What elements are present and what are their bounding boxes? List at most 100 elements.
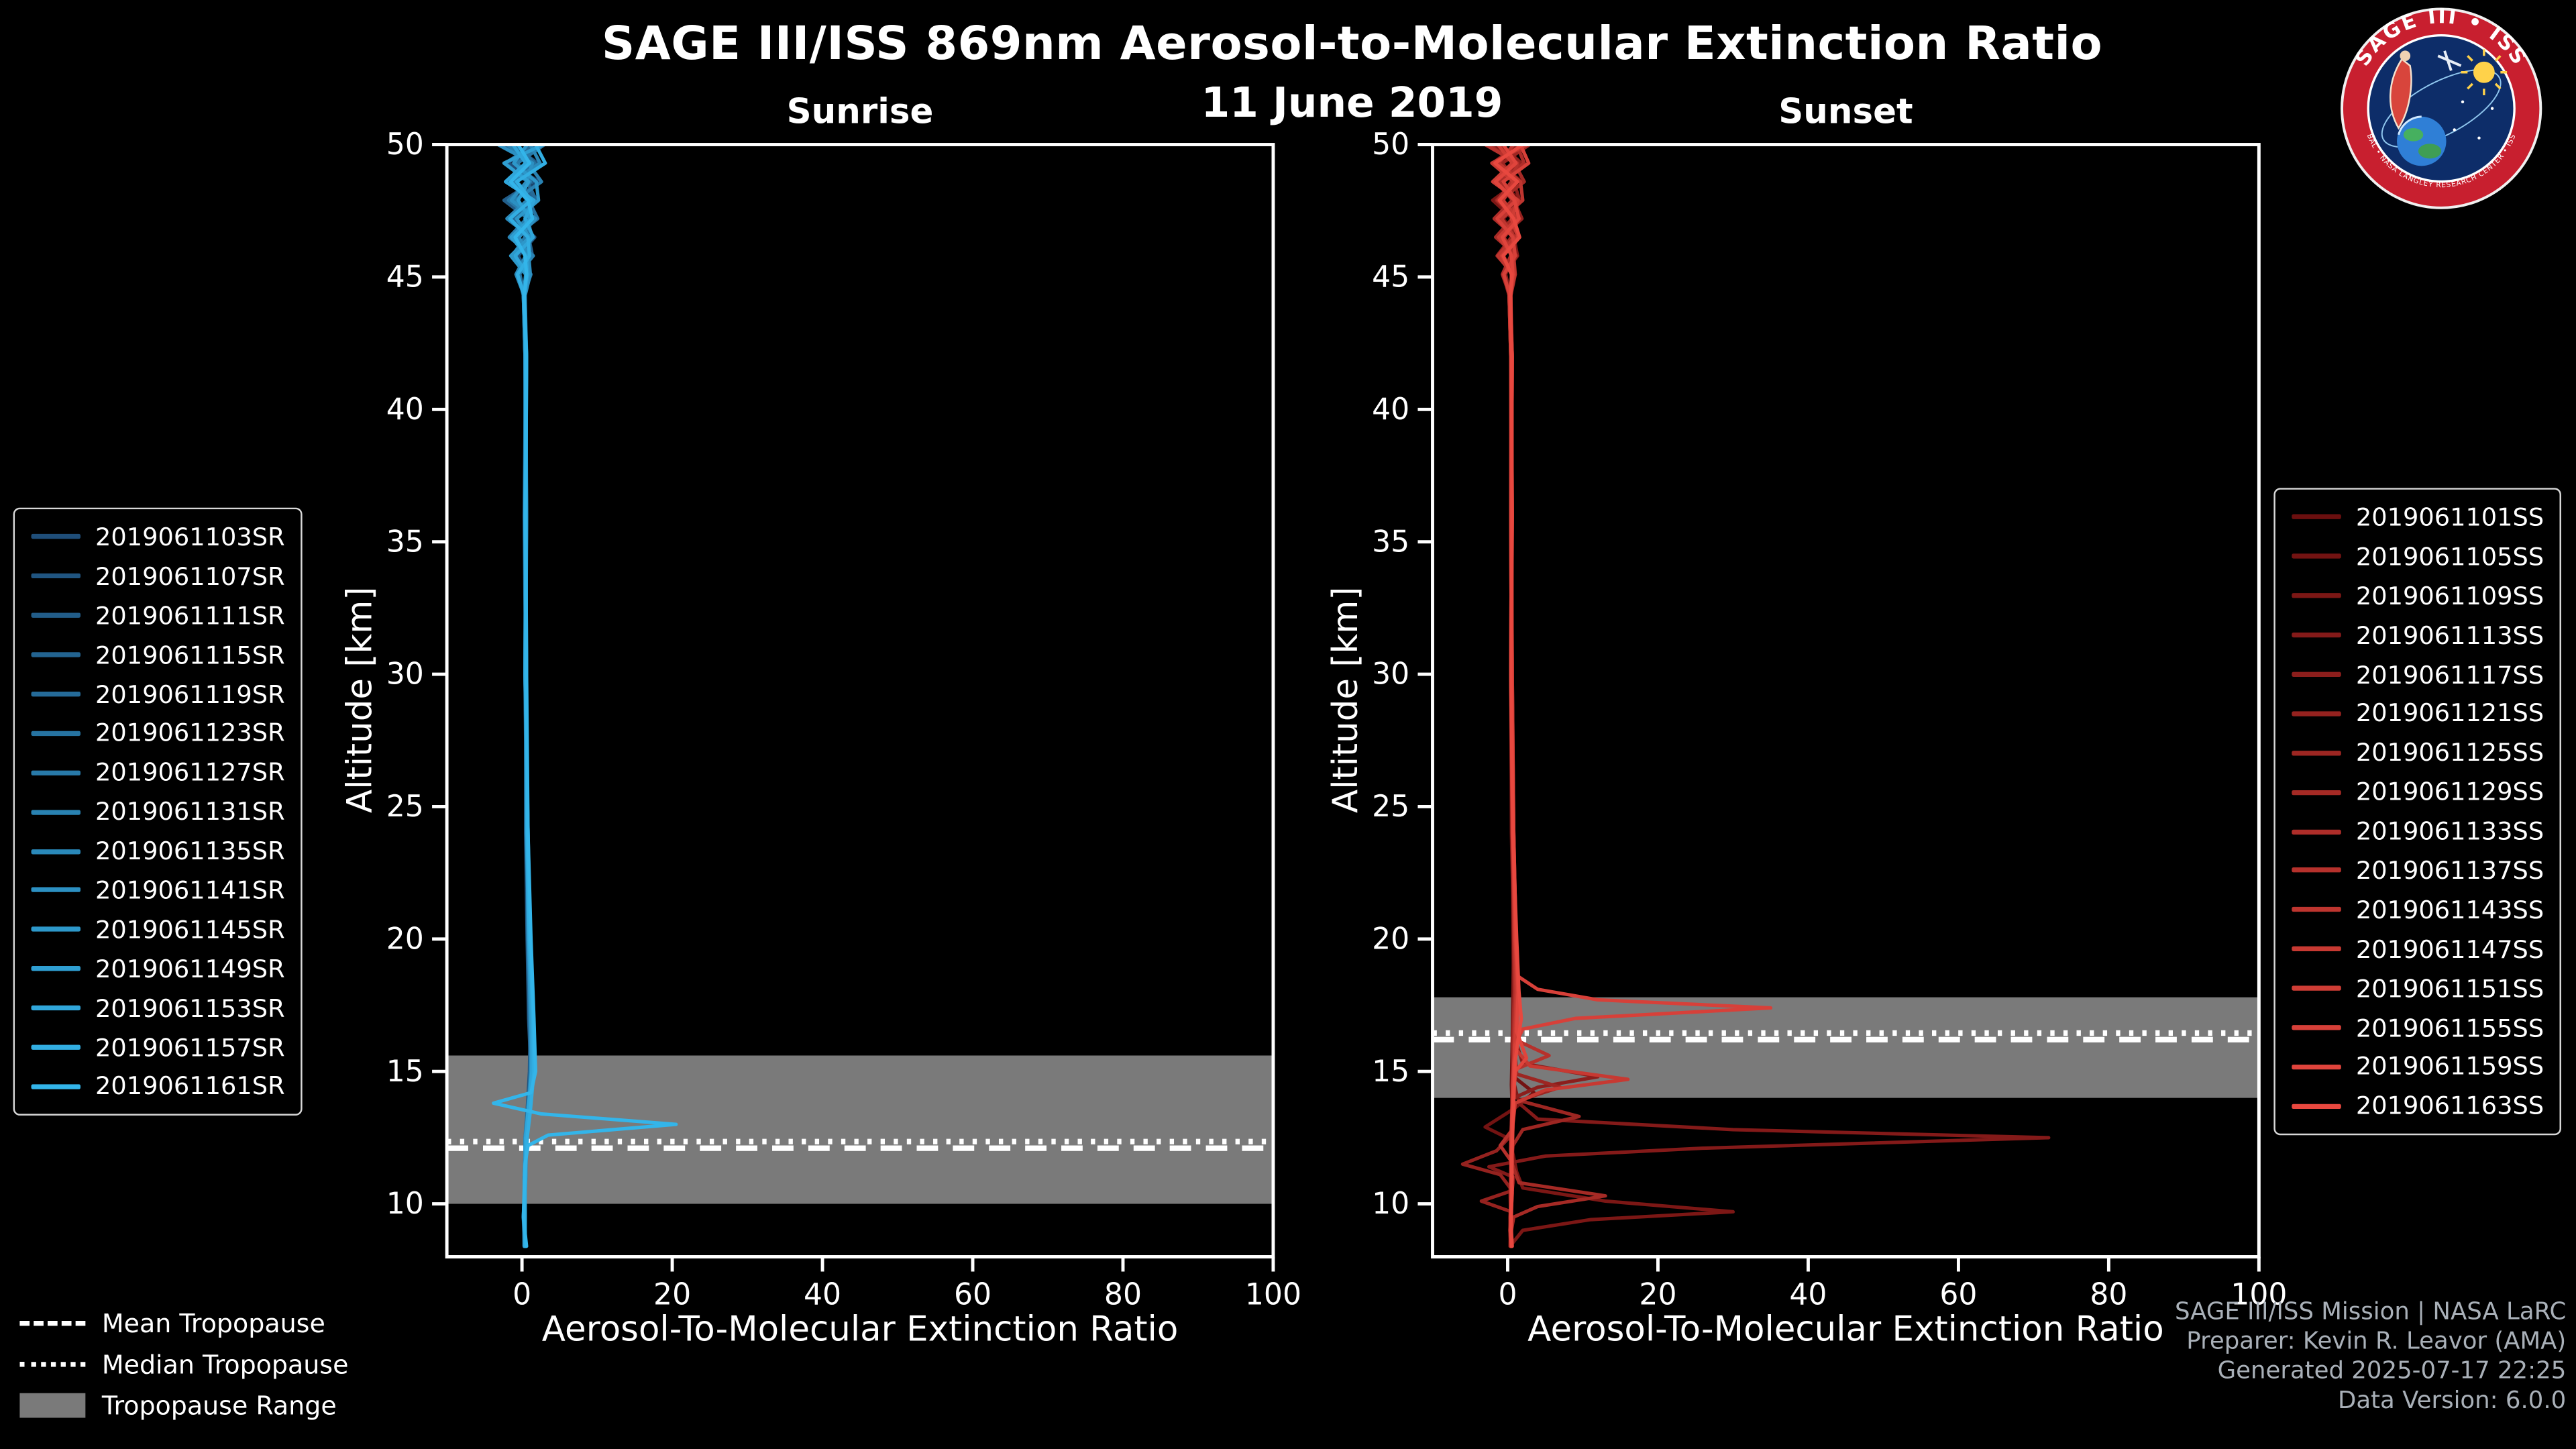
legend-item-label: 2019061145SR xyxy=(95,914,285,945)
legend-item: 2019061113SS xyxy=(2292,616,2544,655)
credit-line: Generated 2025-07-17 22:25 xyxy=(2217,1358,2567,1385)
legend-line-sample xyxy=(2292,1104,2341,1109)
plot-border xyxy=(445,143,1275,1258)
y-tick-label: 25 xyxy=(386,790,424,824)
legend-item: 2019061131SR xyxy=(31,792,285,832)
x-tick-label: 60 xyxy=(954,1277,991,1311)
logo-stars xyxy=(2453,100,2494,140)
legend-item: 2019061159SS xyxy=(2292,1047,2544,1087)
plot-border xyxy=(1431,143,2261,1258)
legend-item-label: 2019061143SS xyxy=(2355,895,2544,925)
y-tick-label: 30 xyxy=(386,657,424,692)
x-tick-label: 0 xyxy=(1498,1277,1517,1311)
legend-line-sample xyxy=(2292,672,2341,677)
legend-item-label: 2019061159SS xyxy=(2355,1052,2544,1082)
legend-line-sample xyxy=(2292,750,2341,755)
legend-item-label: 2019061129SS xyxy=(2355,777,2544,807)
legend-item: 2019061123SR xyxy=(31,714,285,753)
tropopause-legend-item: Mean Tropopause xyxy=(19,1303,348,1344)
legend-item: 2019061141SR xyxy=(31,871,285,910)
series-line-2019061161SR xyxy=(492,144,678,1248)
sunrise-plot: 10 15 20 25 30 35 40 45 50 0 20 40 60 80 100 xyxy=(386,129,1301,1311)
legend-item-label: 2019061113SS xyxy=(2355,620,2544,650)
legend-line-sample xyxy=(31,1006,81,1011)
legend-item: 2019061109SS xyxy=(2292,576,2544,616)
sunset-plot: 10 15 20 25 30 35 40 45 50 0 20 40 60 80 100 xyxy=(1372,129,2287,1311)
legend-item: 2019061161SR xyxy=(31,1067,285,1107)
legend-line-sample xyxy=(2292,1025,2341,1030)
legend-item: 2019061163SS xyxy=(2292,1087,2544,1126)
logo-earth-highlight xyxy=(2398,115,2422,136)
legend-item: 2019061151SS xyxy=(2292,969,2544,1008)
legend-item-label: 2019061137SS xyxy=(2355,855,2544,885)
legend-item-label: 2019061127SR xyxy=(95,757,285,788)
legend-item-label: 2019061111SR xyxy=(95,600,285,631)
legend-item: 2019061155SS xyxy=(2292,1008,2544,1048)
tropopause-legend-label: Median Tropopause xyxy=(101,1349,349,1379)
legend-item-label: 2019061151SS xyxy=(2355,973,2544,1004)
legend-item: 2019061101SS xyxy=(2292,498,2544,537)
legend-line-sample xyxy=(31,731,81,736)
legend-item-label: 2019061115SR xyxy=(95,640,285,670)
legend-item-label: 2019061117SS xyxy=(2355,659,2544,690)
legend-item-label: 2019061135SR xyxy=(95,836,285,866)
x-tick-label: 40 xyxy=(1789,1277,1827,1311)
sunset-legend: 2019061101SS 2019061105SS 2019061109SS 2019… xyxy=(2273,488,2563,1136)
legend-item: 2019061129SS xyxy=(2292,773,2544,812)
x-tick-label: 80 xyxy=(1104,1277,1142,1311)
y-tick-label: 10 xyxy=(386,1187,424,1221)
legend-item-label: 2019061105SS xyxy=(2355,541,2544,572)
legend-item-label: 2019061163SS xyxy=(2355,1091,2544,1121)
legend-line-sample xyxy=(2292,790,2341,795)
series-line-2019061163SS xyxy=(1493,144,1525,1248)
x-tick-label: 0 xyxy=(513,1277,531,1311)
legend-item-label: 2019061109SS xyxy=(2355,581,2544,611)
tropopause-legend-item: Tropopause Range xyxy=(19,1385,348,1426)
legend-item-label: 2019061133SS xyxy=(2355,816,2544,847)
tropopause-range-band xyxy=(447,1055,1273,1204)
legend-item: 2019061103SR xyxy=(31,517,285,557)
legend-line-sample xyxy=(2292,868,2341,873)
legend-line-sample xyxy=(31,652,81,657)
credit-line: Data Version: 6.0.0 xyxy=(2338,1388,2567,1415)
legend-line-sample xyxy=(2292,907,2341,913)
credit-line: Preparer: Kevin R. Leavor (AMA) xyxy=(2186,1329,2567,1356)
logo-sun-rays xyxy=(2461,49,2508,96)
legend-item: 2019061125SS xyxy=(2292,733,2544,773)
legend-line-sample xyxy=(2292,593,2341,598)
legend-item-label: 2019061161SR xyxy=(95,1071,285,1102)
legend-item-label: 2019061141SR xyxy=(95,875,285,906)
tropopause-legend-item: Median Tropopause xyxy=(19,1344,348,1385)
x-tick-label: 80 xyxy=(2090,1277,2127,1311)
legend-item: 2019061119SR xyxy=(31,674,285,714)
y-tick-label: 20 xyxy=(386,922,424,956)
y-tick-label: 25 xyxy=(1372,790,1409,824)
legend-item-label: 2019061149SR xyxy=(95,954,285,984)
y-tick-label: 15 xyxy=(1372,1055,1409,1089)
legend-item: 2019061117SS xyxy=(2292,655,2544,694)
legend-item-label: 2019061155SS xyxy=(2355,1012,2544,1042)
legend-item: 2019061107SR xyxy=(31,557,285,596)
legend-item: 2019061135SR xyxy=(31,831,285,871)
y-tick-label: 45 xyxy=(1372,260,1409,294)
legend-line-sample xyxy=(2292,711,2341,716)
legend-line-sample xyxy=(2292,554,2341,559)
legend-item-label: 2019061147SS xyxy=(2355,934,2544,964)
legend-line-sample xyxy=(31,927,81,932)
legend-line-sample xyxy=(31,770,81,775)
x-axis-label-sunset: Aerosol-To-Molecular Extinction Ratio xyxy=(1527,1309,2164,1349)
logo-earth-land xyxy=(2418,144,2442,159)
logo-iss-icon xyxy=(2437,50,2462,71)
legend-line-sample xyxy=(31,888,81,893)
legend-item-label: 2019061121SS xyxy=(2355,698,2544,729)
legend-line-sample xyxy=(31,849,81,854)
legend-item-label: 2019061103SR xyxy=(95,522,285,552)
legend-item: 2019061147SS xyxy=(2292,930,2544,969)
legend-item-label: 2019061107SR xyxy=(95,561,285,592)
legend-item: 2019061157SR xyxy=(31,1028,285,1067)
y-tick-label: 50 xyxy=(386,129,424,162)
panel-title-sunrise: Sunrise xyxy=(786,92,934,131)
x-tick-label: 20 xyxy=(653,1277,691,1311)
logo-earth-land xyxy=(2403,128,2424,142)
